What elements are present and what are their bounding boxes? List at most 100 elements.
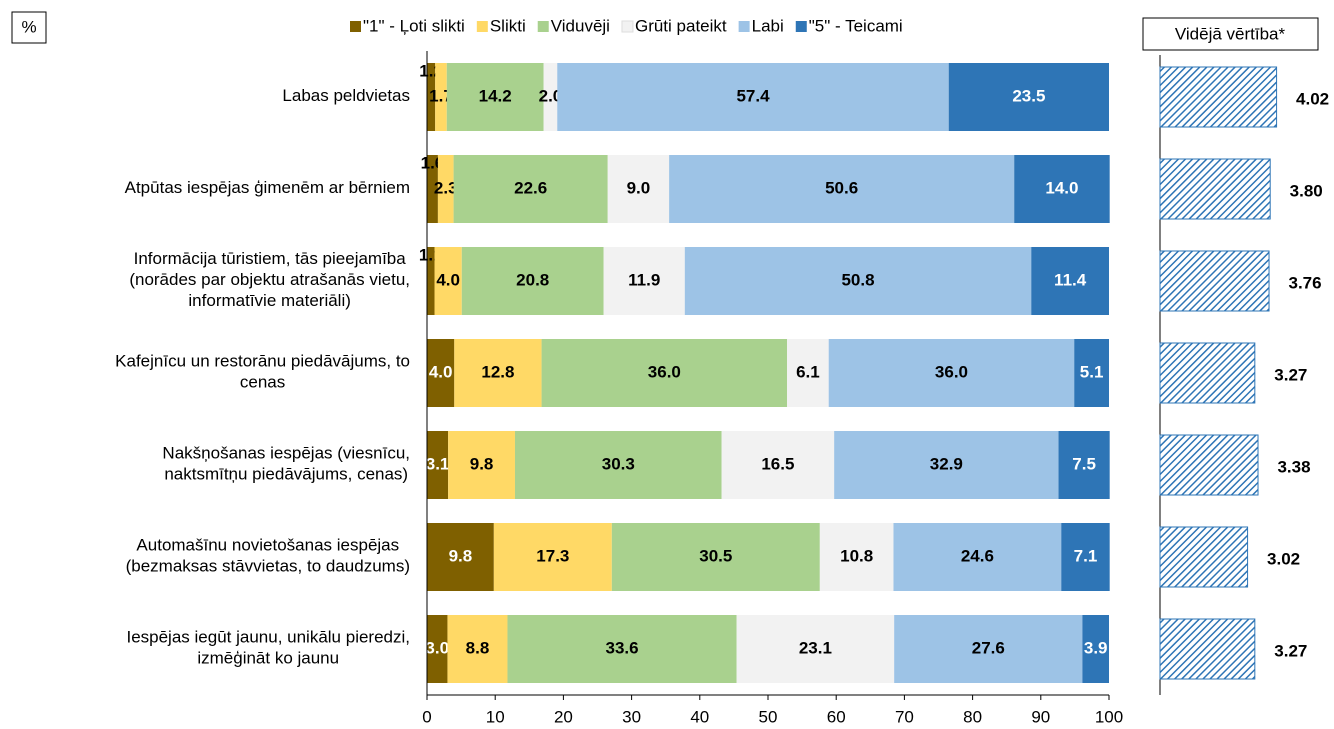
average-title: Vidējā vērtība* bbox=[1175, 24, 1286, 43]
bar-segment bbox=[1058, 431, 1110, 499]
data-label: 9.0 bbox=[627, 178, 651, 197]
bar-segment bbox=[828, 339, 1075, 407]
category-label: Informācija tūristiem, tās pieejamība (no… bbox=[129, 249, 410, 310]
data-label: 14.0 bbox=[1045, 178, 1078, 197]
bar-segment bbox=[684, 247, 1032, 315]
legend-label: Grūti pateikt bbox=[635, 16, 727, 35]
data-label: 5.1 bbox=[1080, 362, 1104, 381]
average-bar bbox=[1159, 66, 1278, 128]
data-label: 30.5 bbox=[699, 546, 732, 565]
average-label: 3.80 bbox=[1290, 181, 1323, 200]
average-label: 3.27 bbox=[1274, 641, 1307, 660]
bar-segment bbox=[507, 615, 737, 683]
data-label: 36.0 bbox=[648, 362, 681, 381]
data-label: 22.6 bbox=[514, 178, 547, 197]
bar-segment bbox=[427, 63, 436, 131]
bar-segment bbox=[607, 155, 670, 223]
data-label: 2.3 bbox=[434, 178, 458, 197]
x-tick-label: 80 bbox=[963, 707, 982, 726]
average-label: 3.76 bbox=[1288, 273, 1321, 292]
data-label: 32.9 bbox=[930, 454, 963, 473]
bar-segment bbox=[453, 155, 608, 223]
bar-segment bbox=[427, 155, 438, 223]
x-tick-label: 60 bbox=[827, 707, 846, 726]
bar-segment bbox=[721, 431, 835, 499]
bar-segment bbox=[437, 155, 454, 223]
bar-segment bbox=[557, 63, 949, 131]
data-label: 27.6 bbox=[972, 638, 1005, 657]
legend-swatch bbox=[738, 21, 750, 32]
average-label: 4.02 bbox=[1296, 89, 1329, 108]
x-tick-label: 40 bbox=[690, 707, 709, 726]
x-tick-label: 10 bbox=[486, 707, 505, 726]
bar-segment bbox=[434, 247, 462, 315]
data-label: 24.6 bbox=[961, 546, 994, 565]
data-label: 9.8 bbox=[470, 454, 494, 473]
category-label: Atpūtas iespējas ģimenēm ar bērniem bbox=[125, 178, 410, 197]
legend-label: Slikti bbox=[490, 16, 526, 35]
bar-segment bbox=[1014, 155, 1110, 223]
average-bar bbox=[1159, 434, 1259, 496]
bar-segment bbox=[447, 615, 508, 683]
x-tick-label: 0 bbox=[422, 707, 431, 726]
bar-segment bbox=[894, 615, 1083, 683]
average-label: 3.02 bbox=[1267, 549, 1300, 568]
data-label: 3.1 bbox=[426, 454, 450, 473]
x-tick-label: 70 bbox=[895, 707, 914, 726]
data-label: 50.8 bbox=[841, 270, 874, 289]
average-bar bbox=[1159, 526, 1249, 588]
bar-segment bbox=[446, 63, 544, 131]
average-bar bbox=[1159, 342, 1256, 404]
data-label: 50.6 bbox=[825, 178, 858, 197]
legend-swatch bbox=[537, 21, 549, 32]
legend-swatch bbox=[621, 20, 634, 33]
x-tick-label: 30 bbox=[622, 707, 641, 726]
x-tick-label: 20 bbox=[554, 707, 573, 726]
average-bar bbox=[1159, 618, 1256, 680]
data-label: 16.5 bbox=[761, 454, 794, 473]
average-label: 3.27 bbox=[1274, 365, 1307, 384]
data-label: 30.3 bbox=[602, 454, 635, 473]
legend-label: Labi bbox=[752, 16, 784, 35]
data-label: 4.0 bbox=[429, 362, 453, 381]
bar-segment bbox=[427, 615, 448, 683]
data-label: 2.0 bbox=[539, 86, 563, 105]
bar-segment bbox=[427, 431, 449, 499]
legend-label: "1" - Ļoti slikti bbox=[363, 16, 465, 35]
bar-segment bbox=[603, 247, 685, 315]
bar-segment bbox=[543, 63, 558, 131]
bar-segment bbox=[514, 431, 722, 499]
x-tick-label: 90 bbox=[1031, 707, 1050, 726]
bar-segment bbox=[1061, 523, 1110, 591]
category-label: Labas peldvietas bbox=[282, 86, 410, 105]
average-bar bbox=[1159, 250, 1270, 312]
data-label: 4.0 bbox=[436, 270, 460, 289]
average-title-box bbox=[1142, 17, 1319, 51]
bar-segment bbox=[427, 247, 435, 315]
data-label: 10.8 bbox=[840, 546, 873, 565]
category-label: Iespējas iegūt jaunu, unikālu pieredzi, i… bbox=[126, 628, 410, 668]
data-label: 23.1 bbox=[799, 638, 832, 657]
data-label: 57.4 bbox=[736, 86, 770, 105]
bar-segment bbox=[893, 523, 1062, 591]
data-label: 7.1 bbox=[1074, 546, 1098, 565]
bar-segment bbox=[834, 431, 1059, 499]
bar-segment bbox=[454, 339, 542, 407]
category-label: Kafejnīcu un restorānu piedāvājums, to ce… bbox=[115, 352, 410, 392]
data-label: 3.0 bbox=[425, 638, 449, 657]
legend-swatch bbox=[350, 21, 361, 32]
data-label: 8.8 bbox=[466, 638, 490, 657]
bar-segment bbox=[736, 615, 895, 683]
data-label: 36.0 bbox=[935, 362, 968, 381]
bar-segment bbox=[461, 247, 604, 315]
category-label: Nakšņošanas iespējas (viesnīcu, naktsmītņ… bbox=[162, 444, 410, 484]
legend-swatch bbox=[795, 21, 807, 32]
bar-segment bbox=[787, 339, 829, 407]
legend-swatch bbox=[476, 21, 488, 32]
average-bar bbox=[1159, 158, 1271, 220]
bar-segment bbox=[819, 523, 894, 591]
category-label: Automašīnu novietošanas iespējas (bezmaks… bbox=[126, 536, 410, 576]
bar-segment bbox=[1074, 339, 1109, 407]
data-label: 12.8 bbox=[481, 362, 514, 381]
legend-label: Viduvēji bbox=[551, 16, 610, 35]
